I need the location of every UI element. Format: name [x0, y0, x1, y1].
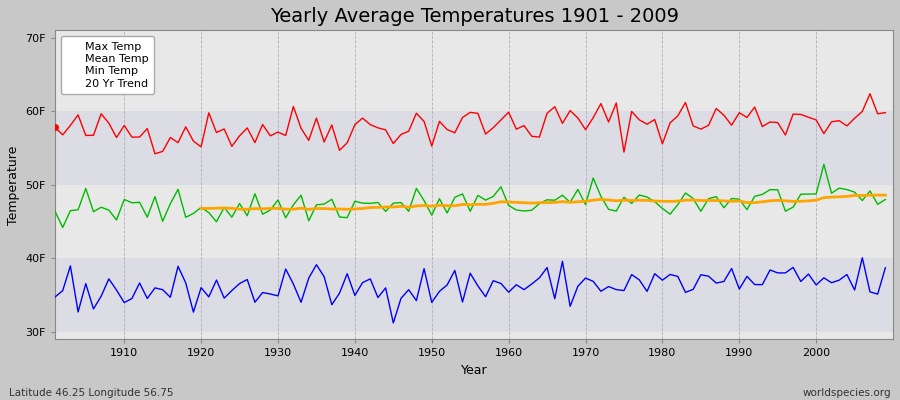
Max Temp	[149, 151, 160, 156]
Text: Latitude 46.25 Longitude 56.75: Latitude 46.25 Longitude 56.75	[9, 388, 174, 398]
20 Yr Trend	[857, 193, 868, 198]
Max Temp	[880, 110, 891, 115]
Max Temp	[111, 135, 122, 140]
Min Temp	[388, 320, 399, 325]
20 Yr Trend	[872, 193, 883, 198]
Mean Temp	[119, 197, 130, 202]
Max Temp	[865, 91, 876, 96]
Bar	[55, 111, 893, 185]
Mean Temp	[818, 162, 829, 167]
Max Temp	[511, 127, 522, 132]
Min Temp	[503, 290, 514, 295]
20 Yr Trend	[411, 204, 422, 208]
Min Temp	[111, 288, 122, 292]
Bar	[55, 258, 893, 332]
Max Temp	[603, 120, 614, 124]
Y-axis label: Temperature: Temperature	[7, 145, 20, 224]
Mean Temp	[511, 208, 522, 212]
20 Yr Trend	[880, 193, 891, 198]
20 Yr Trend	[772, 198, 783, 203]
20 Yr Trend	[195, 206, 206, 211]
Min Temp	[280, 267, 291, 272]
Max Temp	[503, 110, 514, 114]
Legend: Max Temp, Mean Temp, Min Temp, 20 Yr Trend: Max Temp, Mean Temp, Min Temp, 20 Yr Tre…	[60, 36, 154, 94]
Min Temp	[880, 265, 891, 270]
Mean Temp	[288, 202, 299, 207]
Title: Yearly Average Temperatures 1901 - 2009: Yearly Average Temperatures 1901 - 2009	[269, 7, 679, 26]
20 Yr Trend	[788, 199, 798, 204]
Min Temp	[511, 282, 522, 287]
20 Yr Trend	[680, 198, 691, 203]
Max Temp	[288, 104, 299, 109]
Mean Temp	[58, 225, 68, 230]
Mean Temp	[603, 207, 614, 212]
Min Temp	[50, 294, 60, 299]
Line: Mean Temp: Mean Temp	[55, 164, 886, 228]
Min Temp	[857, 255, 868, 260]
Max Temp	[50, 125, 60, 130]
Mean Temp	[334, 215, 345, 220]
Line: 20 Yr Trend: 20 Yr Trend	[201, 195, 886, 209]
Text: worldspecies.org: worldspecies.org	[803, 388, 891, 398]
Mean Temp	[880, 197, 891, 202]
Line: Max Temp: Max Temp	[55, 94, 886, 154]
Max Temp	[334, 148, 345, 153]
Line: Min Temp: Min Temp	[55, 258, 886, 323]
20 Yr Trend	[303, 207, 314, 212]
20 Yr Trend	[288, 207, 299, 212]
Mean Temp	[50, 209, 60, 214]
Min Temp	[327, 302, 338, 307]
Min Temp	[603, 284, 614, 289]
X-axis label: Year: Year	[461, 364, 488, 377]
Mean Temp	[503, 203, 514, 208]
